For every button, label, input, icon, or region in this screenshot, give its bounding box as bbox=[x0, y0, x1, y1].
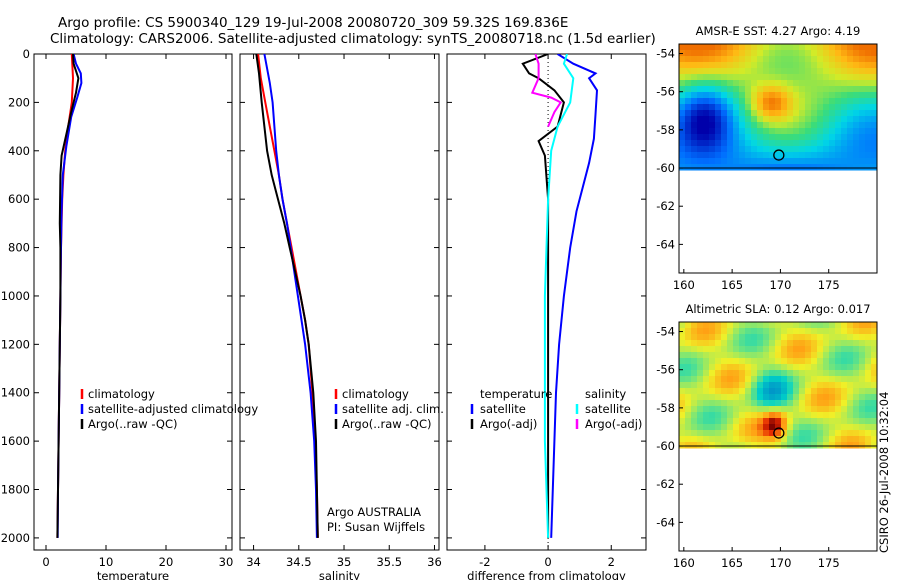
x-tick-label: 35 bbox=[337, 555, 352, 569]
map-x-tick-label: 175 bbox=[818, 556, 840, 570]
map-x-tick-label: 160 bbox=[673, 278, 695, 292]
legend-label: satellite adj. clim. bbox=[342, 402, 444, 416]
series-line-argo-adj- bbox=[521, 54, 565, 538]
series-line-climatology bbox=[257, 54, 319, 538]
map-y-tick-label: -56 bbox=[656, 85, 675, 99]
argo-location-marker bbox=[773, 149, 785, 161]
x-tick-label: 34 bbox=[246, 555, 261, 569]
y-tick-label: 1800 bbox=[1, 483, 30, 497]
legend-label: Argo(-adj) bbox=[585, 417, 642, 431]
x-tick-label: 36 bbox=[427, 555, 442, 569]
x-tick-label: 0 bbox=[42, 555, 49, 569]
map-field bbox=[679, 322, 878, 449]
plot-frame bbox=[239, 53, 440, 551]
x-tick-label: 34.5 bbox=[286, 555, 312, 569]
y-tick-label: 800 bbox=[8, 241, 30, 255]
map-y-tick-label: -62 bbox=[656, 199, 675, 213]
x-axis-label: salinity bbox=[319, 569, 360, 580]
map-frame bbox=[678, 43, 878, 274]
annotation-text: PI: Susan Wijffels bbox=[327, 520, 425, 534]
argo-location-marker bbox=[773, 427, 785, 439]
x-tick-label: 20 bbox=[159, 555, 174, 569]
annotation-text: Argo AUSTRALIA bbox=[327, 505, 421, 519]
credit-stamp: CSIRO 26-Jul-2008 10:32:04 bbox=[877, 392, 891, 553]
legend-group-title: temperature bbox=[480, 387, 552, 401]
x-axis-label: temperature bbox=[97, 569, 169, 580]
salinity-panel: 34 34.5 35 35.5 36 salinity climatologysatelli… bbox=[239, 53, 444, 580]
y-tick-label: 1400 bbox=[1, 386, 30, 400]
legend-label: climatology bbox=[88, 387, 155, 401]
y-tick-label: 600 bbox=[8, 192, 30, 206]
legend-group-title: salinity bbox=[585, 387, 626, 401]
sla-map-panel: Altimetric SLA: 0.12 Argo: 0.017 160 165 17… bbox=[656, 302, 878, 570]
map-x-tick-label: 165 bbox=[721, 278, 743, 292]
legend-label: satellite bbox=[480, 402, 526, 416]
map-y-tick-label: -54 bbox=[656, 325, 675, 339]
map-y-tick-label: -60 bbox=[656, 161, 675, 175]
map-y-tick-label: -54 bbox=[656, 47, 675, 61]
y-tick-label: 400 bbox=[8, 144, 30, 158]
map-y-tick-label: -62 bbox=[656, 477, 675, 491]
map-x-tick-label: 175 bbox=[818, 278, 840, 292]
x-tick-label: 10 bbox=[99, 555, 114, 569]
y-tick-label: 1600 bbox=[1, 434, 30, 448]
y-tick-label: 1000 bbox=[1, 289, 30, 303]
map-y-tick-label: -58 bbox=[656, 123, 675, 137]
series-line-satellite-adj-clim- bbox=[263, 54, 318, 538]
map-y-tick-label: -60 bbox=[656, 439, 675, 453]
sst-map-panel: AMSR-E SST: 4.27 Argo: 4.19 160 165 170 175 -… bbox=[656, 24, 878, 292]
title-line-2: Climatology: CARS2006. Satellite-adjuste… bbox=[50, 31, 656, 47]
map-x-tick-label: 170 bbox=[769, 556, 791, 570]
map-title: Altimetric SLA: 0.12 Argo: 0.017 bbox=[685, 302, 870, 316]
x-tick-label: 0 bbox=[544, 555, 551, 569]
x-tick-label: 2 bbox=[608, 555, 615, 569]
map-title: AMSR-E SST: 4.27 Argo: 4.19 bbox=[696, 24, 861, 38]
x-tick-label: -2 bbox=[479, 555, 490, 569]
map-y-tick-label: -56 bbox=[656, 363, 675, 377]
map-y-tick-label: -64 bbox=[656, 237, 675, 251]
map-y-tick-label: -58 bbox=[656, 401, 675, 415]
x-axis-label: difference from climatology bbox=[467, 569, 626, 580]
legend-label: Argo(..raw -QC) bbox=[342, 417, 432, 431]
map-x-tick-label: 160 bbox=[673, 556, 695, 570]
legend-label: climatology bbox=[342, 387, 409, 401]
temperature-panel: 0 10 20 30 0 200 400 600 800 1000 1200 1400 1600 1800… bbox=[1, 47, 259, 580]
series-line-satellite bbox=[550, 54, 599, 538]
plot-frame bbox=[33, 53, 233, 551]
map-frame bbox=[678, 321, 878, 552]
legend-label: satellite-adjusted climatology bbox=[88, 402, 258, 416]
map-field bbox=[679, 44, 878, 171]
y-tick-label: 2000 bbox=[1, 531, 30, 545]
y-tick-label: 200 bbox=[8, 95, 30, 109]
legend-label: satellite bbox=[585, 402, 631, 416]
legend-label: Argo(..raw -QC) bbox=[88, 417, 178, 431]
series-line-argo-adj- bbox=[530, 54, 563, 127]
x-tick-label: 30 bbox=[219, 555, 234, 569]
map-x-tick-label: 165 bbox=[721, 556, 743, 570]
legend-label: Argo(-adj) bbox=[480, 417, 537, 431]
title-line-1: Argo profile: CS 5900340_129 19-Jul-2008… bbox=[58, 15, 568, 31]
y-tick-label: 0 bbox=[23, 47, 30, 61]
x-tick-label: 35.5 bbox=[376, 555, 402, 569]
map-y-tick-label: -64 bbox=[656, 515, 675, 529]
series-line-argo-raw-qc- bbox=[56, 54, 80, 538]
series-line-argo-raw-qc- bbox=[255, 54, 319, 538]
map-x-tick-label: 170 bbox=[769, 278, 791, 292]
series-line-satellite bbox=[543, 54, 575, 538]
y-tick-label: 1200 bbox=[1, 337, 30, 351]
